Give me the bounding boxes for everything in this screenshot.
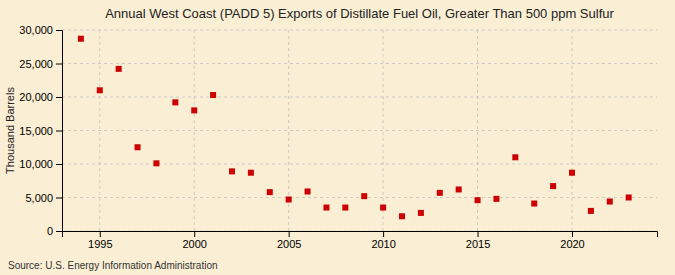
y-axis-tick-mark	[56, 97, 62, 98]
points	[78, 36, 632, 220]
point	[135, 144, 141, 150]
x-axis-tick: 2000	[182, 231, 206, 250]
y-axis-tick-label: 25,000	[19, 58, 53, 70]
point	[418, 210, 424, 216]
point	[475, 197, 481, 203]
point	[588, 208, 594, 214]
x-axis-tick-mark	[383, 231, 384, 237]
x-axis-tick: 2015	[466, 231, 490, 250]
y-axis-tick-label: 5,000	[25, 192, 53, 204]
y-axis-tick-mark	[56, 198, 62, 199]
grid	[62, 30, 657, 231]
point	[456, 186, 462, 192]
x-axis-tick: 1995	[88, 231, 112, 250]
source: Source: U.S. Energy Information Administ…	[8, 260, 218, 271]
grid-line-y	[62, 30, 657, 31]
y-axis-tick-mark	[56, 64, 62, 65]
y-axis-tick-label: 0	[47, 225, 53, 237]
point	[267, 189, 273, 195]
x-axis-tick-mark	[289, 231, 290, 237]
point	[323, 205, 329, 211]
point	[97, 87, 103, 93]
y-axis-tick: 25,000	[19, 58, 62, 70]
x-axis-tick-mark	[194, 231, 195, 237]
grid-line-y	[62, 197, 657, 198]
x-axis-tick: 2020	[560, 231, 584, 250]
point	[342, 205, 348, 211]
y-axis-tick-label: 30,000	[19, 24, 53, 36]
x-axis-tick: 2005	[277, 231, 301, 250]
point	[626, 195, 632, 201]
point	[361, 193, 367, 199]
point	[153, 160, 159, 166]
grid-line-y	[62, 130, 657, 131]
title: Annual West Coast (PADD 5) Exports of Di…	[105, 6, 614, 21]
point	[531, 201, 537, 207]
x-axis-tick-label: 2005	[277, 238, 301, 250]
point	[210, 92, 216, 98]
x-axis-tick-mark	[572, 231, 573, 237]
x-axis-tick-label: 2000	[182, 238, 206, 250]
x-axis-tick-mark	[478, 231, 479, 237]
y-axis-tick-mark	[56, 231, 62, 232]
y-axis-tick: 30,000	[19, 24, 62, 36]
point	[607, 199, 613, 205]
y-axis-tick: 10,000	[19, 158, 62, 170]
y-axis: 0 5,000 10,000 15,000 20,000 25,000 30,000	[19, 24, 62, 237]
point	[380, 205, 386, 211]
y-axis-tick: 5,000	[25, 192, 62, 204]
y-axis-tick-mark	[56, 131, 62, 132]
point	[116, 66, 122, 72]
point	[229, 168, 235, 174]
x-axis-tick: 2010	[371, 231, 395, 250]
point	[512, 154, 518, 160]
y-axis-tick: 0	[47, 225, 62, 237]
point	[305, 188, 311, 194]
grid-line-y	[62, 97, 657, 98]
point	[550, 183, 556, 189]
y-axis-tick-mark	[56, 164, 62, 165]
y-axis-tick: 15,000	[19, 125, 62, 137]
x-axis-tick-label: 1995	[88, 238, 112, 250]
x-axis-tick-label: 2015	[466, 238, 490, 250]
point	[437, 190, 443, 196]
point	[399, 213, 405, 219]
point	[172, 99, 178, 105]
y-axis-title: Thousand Barrels	[4, 87, 16, 174]
x-axis-line	[63, 232, 658, 238]
y-axis-tick-label: 10,000	[19, 158, 53, 170]
grid-line-y	[62, 63, 657, 64]
point	[248, 170, 254, 176]
y-axis-tick: 20,000	[19, 91, 62, 103]
point	[493, 196, 499, 202]
x-axis-tick-mark	[100, 231, 101, 237]
plot-area: 1995 2000 2005 2010 2015 2020 0 5,000 10,000 15,0…	[19, 24, 657, 250]
x-axis-tick-label: 2010	[371, 238, 395, 250]
grid-line-y	[62, 164, 657, 165]
chart: 1995 2000 2005 2010 2015 2020 0 5,000 10,000 15,0…	[0, 0, 675, 275]
y-axis-tick-label: 20,000	[19, 91, 53, 103]
y-axis-tick-mark	[56, 30, 62, 31]
point	[191, 107, 197, 113]
y-axis-line	[56, 31, 63, 232]
point	[78, 36, 84, 42]
x-axis: 1995 2000 2005 2010 2015 2020	[63, 231, 658, 250]
y-axis-tick-label: 15,000	[19, 125, 53, 137]
point	[569, 170, 575, 176]
x-axis-tick-label: 2020	[560, 238, 584, 250]
point	[286, 197, 292, 203]
